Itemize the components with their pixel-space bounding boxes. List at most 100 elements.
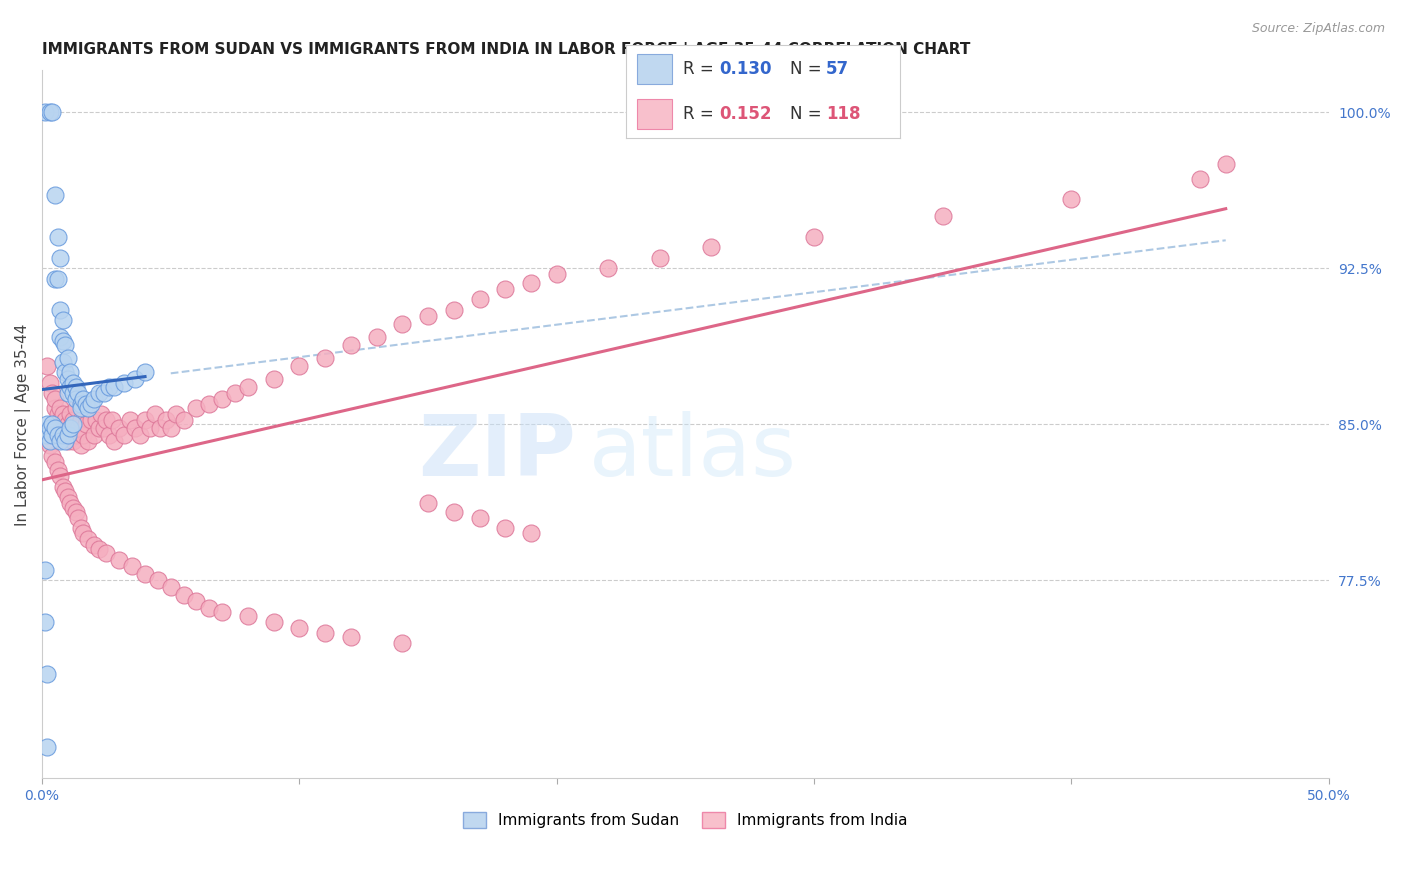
Point bbox=[134, 567, 156, 582]
Point bbox=[288, 359, 311, 373]
Point bbox=[173, 588, 195, 602]
Point bbox=[52, 427, 75, 442]
Point bbox=[75, 396, 97, 410]
Point bbox=[41, 386, 63, 401]
Point bbox=[46, 407, 69, 421]
Point bbox=[1188, 171, 1211, 186]
Point bbox=[38, 421, 60, 435]
Point bbox=[224, 386, 246, 401]
Point bbox=[83, 427, 105, 442]
Point bbox=[143, 407, 166, 421]
Point bbox=[468, 293, 491, 307]
Point bbox=[391, 318, 413, 332]
Point bbox=[87, 421, 110, 435]
Point bbox=[49, 469, 72, 483]
Point bbox=[49, 401, 72, 415]
Point bbox=[443, 505, 465, 519]
Point bbox=[134, 365, 156, 379]
FancyBboxPatch shape bbox=[637, 54, 672, 84]
Point bbox=[37, 417, 59, 432]
Point bbox=[59, 421, 82, 435]
Point bbox=[62, 500, 84, 515]
Point bbox=[80, 413, 103, 427]
Text: N =: N = bbox=[790, 60, 827, 78]
Point bbox=[56, 490, 79, 504]
Point bbox=[108, 421, 131, 435]
Point bbox=[52, 421, 75, 435]
Point bbox=[598, 261, 620, 276]
FancyBboxPatch shape bbox=[637, 99, 672, 129]
Point bbox=[44, 392, 66, 407]
Point bbox=[53, 365, 76, 379]
Point bbox=[46, 271, 69, 285]
Point bbox=[38, 105, 60, 120]
Text: 57: 57 bbox=[825, 60, 849, 78]
Point bbox=[416, 309, 439, 323]
Point bbox=[72, 392, 94, 407]
Point bbox=[340, 338, 363, 352]
Point bbox=[37, 427, 59, 442]
Point bbox=[1060, 193, 1083, 207]
Point bbox=[62, 386, 84, 401]
Point bbox=[96, 546, 118, 560]
Point bbox=[75, 417, 97, 432]
Point bbox=[38, 376, 60, 390]
Point bbox=[803, 230, 825, 244]
Point bbox=[263, 371, 285, 385]
Text: ZIP: ZIP bbox=[418, 411, 576, 494]
Point bbox=[90, 407, 112, 421]
Point bbox=[37, 359, 59, 373]
Point bbox=[149, 421, 172, 435]
Point bbox=[546, 268, 568, 282]
Point bbox=[44, 401, 66, 415]
Point bbox=[65, 505, 87, 519]
Point bbox=[56, 434, 79, 448]
Point bbox=[118, 413, 141, 427]
Point bbox=[34, 105, 56, 120]
Point bbox=[53, 413, 76, 427]
Point bbox=[46, 427, 69, 442]
Point bbox=[41, 417, 63, 432]
Text: 0.152: 0.152 bbox=[718, 105, 772, 123]
Point bbox=[44, 421, 66, 435]
Point bbox=[59, 365, 82, 379]
Text: atlas: atlas bbox=[589, 411, 797, 494]
Point bbox=[69, 521, 91, 535]
Point bbox=[366, 330, 388, 344]
Point bbox=[124, 371, 146, 385]
Point bbox=[52, 313, 75, 327]
Point bbox=[69, 413, 91, 427]
Point bbox=[62, 434, 84, 448]
Point bbox=[700, 240, 723, 254]
Point bbox=[59, 407, 82, 421]
Point bbox=[34, 563, 56, 577]
Point bbox=[198, 600, 221, 615]
Point bbox=[72, 427, 94, 442]
Point bbox=[56, 351, 79, 365]
Point bbox=[159, 580, 181, 594]
Point bbox=[44, 271, 66, 285]
Point bbox=[37, 739, 59, 754]
Point bbox=[65, 380, 87, 394]
Point bbox=[83, 538, 105, 552]
Point bbox=[41, 449, 63, 463]
Point bbox=[62, 417, 84, 432]
Point bbox=[96, 413, 118, 427]
Point bbox=[53, 427, 76, 442]
Text: R =: R = bbox=[683, 105, 720, 123]
Point bbox=[38, 434, 60, 448]
Point bbox=[72, 525, 94, 540]
Point bbox=[65, 401, 87, 415]
Point bbox=[186, 401, 208, 415]
Point bbox=[114, 427, 136, 442]
Point bbox=[211, 605, 233, 619]
Point bbox=[69, 396, 91, 410]
Point bbox=[114, 376, 136, 390]
Point bbox=[53, 434, 76, 448]
Text: 0.130: 0.130 bbox=[718, 60, 772, 78]
Point bbox=[236, 380, 259, 394]
Point bbox=[41, 105, 63, 120]
Point bbox=[59, 496, 82, 510]
Text: R =: R = bbox=[683, 60, 720, 78]
Point bbox=[84, 413, 107, 427]
